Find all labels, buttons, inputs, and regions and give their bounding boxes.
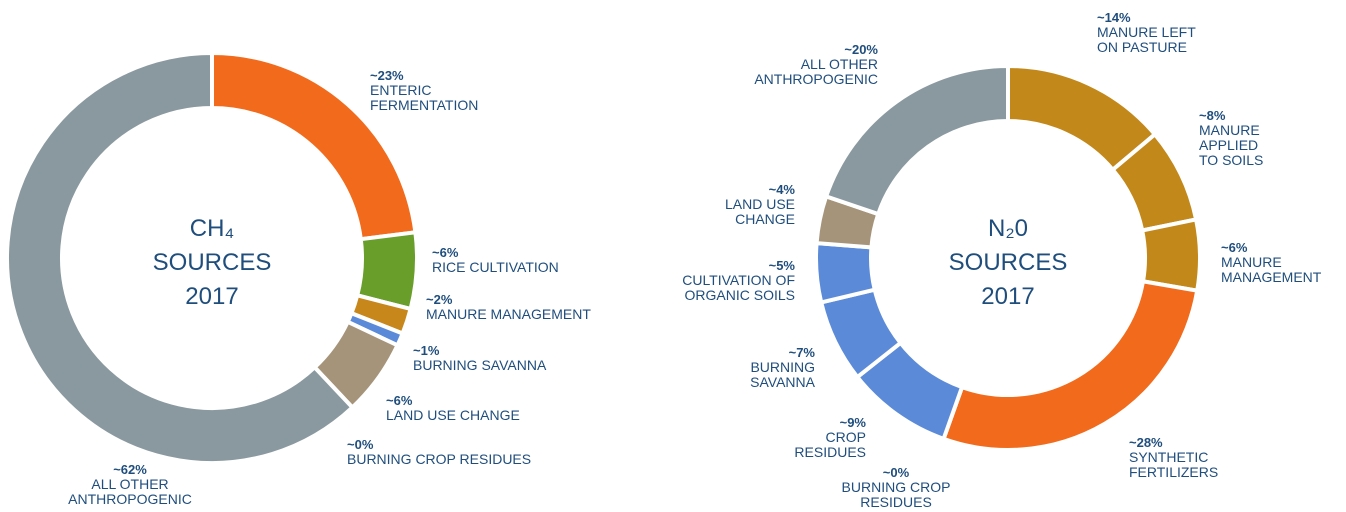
category-label: CROP RESIDUES	[794, 429, 866, 460]
category-label: BURNING CROP RESIDUES	[841, 479, 951, 510]
percent-label: ~6%	[432, 245, 459, 260]
segment-label: ~4% LAND USE CHANGE	[725, 182, 795, 227]
percent-label: ~0%	[347, 437, 374, 452]
percent-label: ~14%	[1097, 10, 1131, 25]
donut-segment	[814, 240, 878, 305]
category-label: ALL OTHER ANTHROPOGENIC	[754, 56, 878, 87]
segment-label: ~28% SYNTHETIC FERTILIZERS	[1129, 435, 1218, 480]
category-label: BURNING SAVANNA	[750, 359, 815, 390]
percent-label: ~23%	[370, 68, 404, 83]
segment-label: ~2% MANURE MANAGEMENT	[426, 292, 591, 322]
percent-label: ~62%	[113, 462, 147, 477]
category-label: MANURE LEFT ON PASTURE	[1097, 24, 1196, 55]
percent-label: ~0%	[882, 465, 910, 480]
percent-label: ~8%	[1199, 108, 1226, 123]
segment-label: ~6% MANURE MANAGEMENT	[1221, 240, 1321, 285]
segment-label: ~20% ALL OTHER ANTHROPOGENIC	[754, 42, 878, 87]
donut-segment	[1139, 217, 1202, 293]
donut-segment	[5, 50, 356, 465]
segment-label: ~0% BURNING CROP RESIDUES	[347, 437, 531, 467]
category-label: LAND USE CHANGE	[724, 196, 795, 227]
category-label: MANURE MANAGEMENT	[1221, 254, 1322, 285]
percent-label: ~4%	[768, 182, 795, 197]
center-label: CH₄	[190, 215, 234, 242]
segment-label: ~6% RICE CULTIVATION	[432, 245, 559, 275]
center-label: 2017	[185, 283, 238, 310]
segment-label: ~1% BURNING SAVANNA	[413, 343, 546, 373]
segment-label: ~14% MANURE LEFT ON PASTURE	[1097, 10, 1196, 55]
category-label: ALL OTHER ANTHROPOGENIC	[68, 476, 192, 507]
category-label: SYNTHETIC FERTILIZERS	[1129, 449, 1219, 480]
percent-label: ~6%	[386, 393, 413, 408]
segment-label: ~0% BURNING CROP RESIDUES	[796, 465, 996, 510]
percent-label: ~5%	[768, 258, 795, 273]
segment-label: ~6% LAND USE CHANGE	[386, 393, 520, 423]
percent-label: ~1%	[413, 343, 440, 358]
center-label: SOURCES	[153, 249, 272, 276]
category-label: CULTIVATION OF ORGANIC SOILS	[682, 272, 795, 303]
percent-label: ~9%	[839, 415, 866, 430]
category-label: LAND USE CHANGE	[386, 407, 520, 423]
segment-label: ~7% BURNING SAVANNA	[750, 345, 815, 390]
segment-label: ~62% ALL OTHER ANTHROPOGENIC	[30, 462, 230, 507]
segment-label: ~5% CULTIVATION OF ORGANIC SOILS	[682, 258, 795, 303]
category-label: MANURE MANAGEMENT	[426, 306, 591, 322]
center-label: N₂0	[988, 215, 1028, 242]
percent-label: ~7%	[788, 345, 815, 360]
percent-label: ~6%	[1221, 240, 1248, 255]
segment-label: ~23% ENTERIC FERMENTATION	[370, 68, 478, 113]
category-label: BURNING CROP RESIDUES	[347, 451, 532, 467]
percent-label: ~20%	[844, 42, 878, 57]
center-label: SOURCES	[949, 249, 1068, 276]
category-label: RICE CULTIVATION	[432, 259, 559, 275]
category-label: MANURE APPLIED TO SOILS	[1199, 122, 1264, 168]
category-label: BURNING SAVANNA	[413, 357, 547, 373]
center-label: 2017	[981, 283, 1034, 310]
donut-segment	[823, 63, 1010, 217]
segment-label: ~9% CROP RESIDUES	[794, 415, 866, 460]
percent-label: ~28%	[1129, 435, 1163, 450]
percent-label: ~2%	[426, 292, 453, 307]
category-label: ENTERIC FERMENTATION	[370, 82, 479, 113]
segment-label: ~8% MANURE APPLIED TO SOILS	[1199, 108, 1263, 168]
